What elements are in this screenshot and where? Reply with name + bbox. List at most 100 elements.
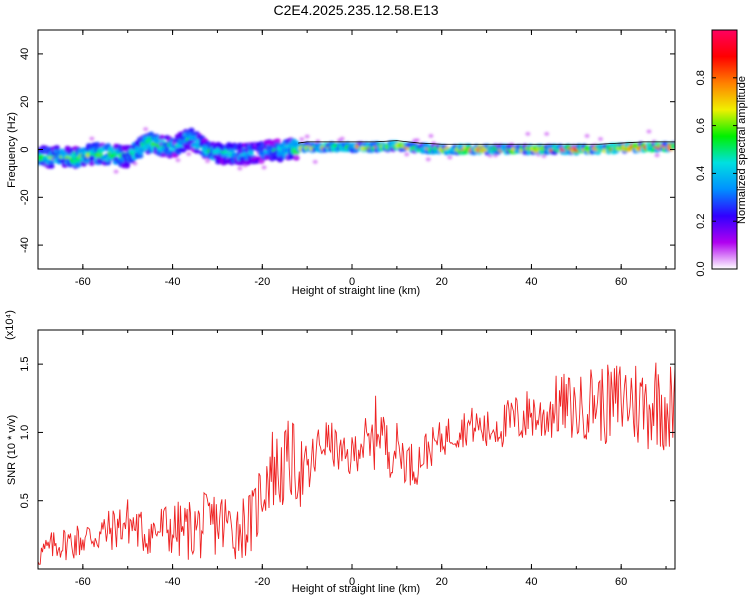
spectrogram-cell: [447, 155, 453, 160]
spectrogram-cell: [312, 159, 318, 164]
spectrogram-cell: [120, 152, 128, 159]
snr-frame: [37, 329, 676, 570]
x-tick-label: 20: [436, 576, 448, 588]
spectrogram-cell: [137, 153, 144, 159]
x-tick-label: 0: [349, 576, 355, 588]
spectrogram-cell: [132, 161, 138, 166]
y-tick-label: 1.5: [19, 356, 31, 371]
spectrogram-cell: [646, 129, 652, 134]
spectrogram-cell: [258, 159, 264, 164]
spectrogram-cell: [425, 157, 431, 162]
spectrogram-cell: [143, 127, 149, 132]
spectrogram-cell: [315, 139, 321, 144]
x-tick-label: 0: [349, 276, 355, 288]
spectrogram-cell: [584, 133, 590, 138]
chart-title: C2E4.2025.235.12.58.E13: [273, 2, 438, 18]
snr-x-axis-label: Height of straight line (km): [292, 583, 420, 595]
spectrogram-cell: [670, 144, 675, 150]
spectrogram-cell: [113, 169, 119, 174]
spectrogram-plot-area: [38, 127, 675, 174]
colorbar-label: Normalized spectral amplitude: [736, 76, 748, 224]
spectrogram-cell: [53, 144, 61, 151]
x-tick-label: 40: [525, 576, 537, 588]
spectrogram-cell: [525, 131, 531, 136]
spectrogram-cell: [205, 159, 211, 164]
spectrogram-cell: [274, 138, 281, 144]
spectrogram-cell: [188, 127, 195, 133]
spectrogram-cell: [404, 152, 410, 157]
y-tick-label: -40: [19, 237, 31, 253]
x-tick-label: 40: [525, 276, 537, 288]
spectrogram-ridge-line: [298, 140, 675, 145]
spectrogram-cell: [339, 136, 345, 141]
spectrogram-panel: -60 -40 -20 0 20 40 60 40 20 0 -20 -40 Height of s…: [6, 29, 676, 297]
spectrogram-cell: [293, 153, 299, 158]
spectrogram-cell: [299, 137, 305, 142]
spectrogram-y-ticks: 40 20 0 -20 -40: [19, 48, 675, 253]
spectrogram-cell: [304, 134, 310, 139]
spectrogram-cells: [38, 127, 675, 174]
spectrogram-cell: [89, 136, 95, 141]
snr-panel: -60 -40 -20 0 20 40 60 1.5 1.0 0.5 Height of str…: [4, 310, 676, 595]
colorbar-frame: [711, 29, 738, 270]
colorbar-gradient: [712, 30, 737, 269]
colorbar-tick-label: 0.8: [695, 70, 707, 85]
colorbar-ticks: 0.0 0.2 0.4 0.6 0.8: [695, 70, 737, 277]
colorbar-tick-label: 0.6: [695, 118, 707, 133]
x-tick-label: -60: [75, 576, 91, 588]
spectrogram-cell: [48, 163, 55, 169]
colorbar: 0.0 0.2 0.4 0.6 0.8 Normalized spectral ampl…: [695, 29, 748, 277]
spectrogram-cell: [94, 141, 101, 148]
spectrogram-cell: [175, 158, 181, 163]
colorbar-tick-label: 0.2: [695, 214, 707, 229]
spectrogram-cell: [150, 141, 157, 148]
spectrogram-cell: [571, 143, 577, 148]
spectrogram-cell: [180, 147, 187, 153]
spectrogram-cell: [654, 153, 660, 158]
spectrogram-x-axis-label: Height of straight line (km): [292, 285, 420, 297]
spectrogram-cell: [287, 154, 295, 160]
x-tick-label: -20: [254, 576, 270, 588]
spectrogram-y-axis-label: Frequency (Hz): [6, 112, 18, 188]
spectrogram-cell: [48, 159, 55, 166]
spectrogram-x-ticks: -60 -40 -20 0 20 40 60: [37, 30, 667, 288]
spectrogram-cell: [247, 150, 254, 156]
snr-y-ticks: 1.5 1.0 0.5: [19, 356, 675, 508]
y-tick-label: 0: [19, 146, 31, 152]
y-tick-label: -20: [19, 189, 31, 205]
snr-scale-label: (x10⁴): [4, 310, 16, 340]
x-tick-label: -40: [165, 276, 181, 288]
snr-y-axis-label: SNR (10 * v/v): [6, 415, 18, 485]
colorbar-tick-label: 0.0: [695, 261, 707, 276]
spectrogram-cell: [186, 151, 192, 156]
spectrogram-cell: [123, 160, 131, 167]
spectrogram-cell: [431, 141, 437, 146]
spectrogram-cell: [88, 160, 96, 166]
x-tick-label: 60: [615, 276, 627, 288]
x-tick-label: 20: [436, 276, 448, 288]
spectrogram-cell: [266, 140, 273, 146]
spectrogram-cell: [261, 165, 267, 170]
spectrogram-cell: [541, 153, 547, 158]
x-tick-label: -60: [75, 276, 91, 288]
spectrogram-cell: [158, 134, 166, 140]
colorbar-tick-label: 0.4: [695, 166, 707, 181]
spectrogram-cell: [428, 133, 434, 138]
x-tick-label: -40: [165, 576, 181, 588]
y-tick-label: 40: [19, 48, 31, 60]
spectrogram-cell: [88, 155, 96, 161]
spectrogram-cell: [598, 136, 604, 141]
y-tick-label: 1.0: [19, 425, 31, 440]
snr-series-line: [38, 362, 675, 565]
spectrogram-cell: [415, 138, 421, 143]
spectrogram-cell: [237, 166, 243, 171]
spectrogram-cell: [64, 145, 71, 152]
spectrogram-cell: [544, 131, 550, 136]
y-tick-label: 0.5: [19, 493, 31, 508]
x-tick-label: -20: [254, 276, 270, 288]
snr-x-ticks: -60 -40 -20 0 20 40 60: [37, 330, 667, 588]
spectrogram-cell: [193, 148, 201, 154]
y-tick-label: 20: [19, 96, 31, 108]
x-tick-label: 60: [615, 576, 627, 588]
